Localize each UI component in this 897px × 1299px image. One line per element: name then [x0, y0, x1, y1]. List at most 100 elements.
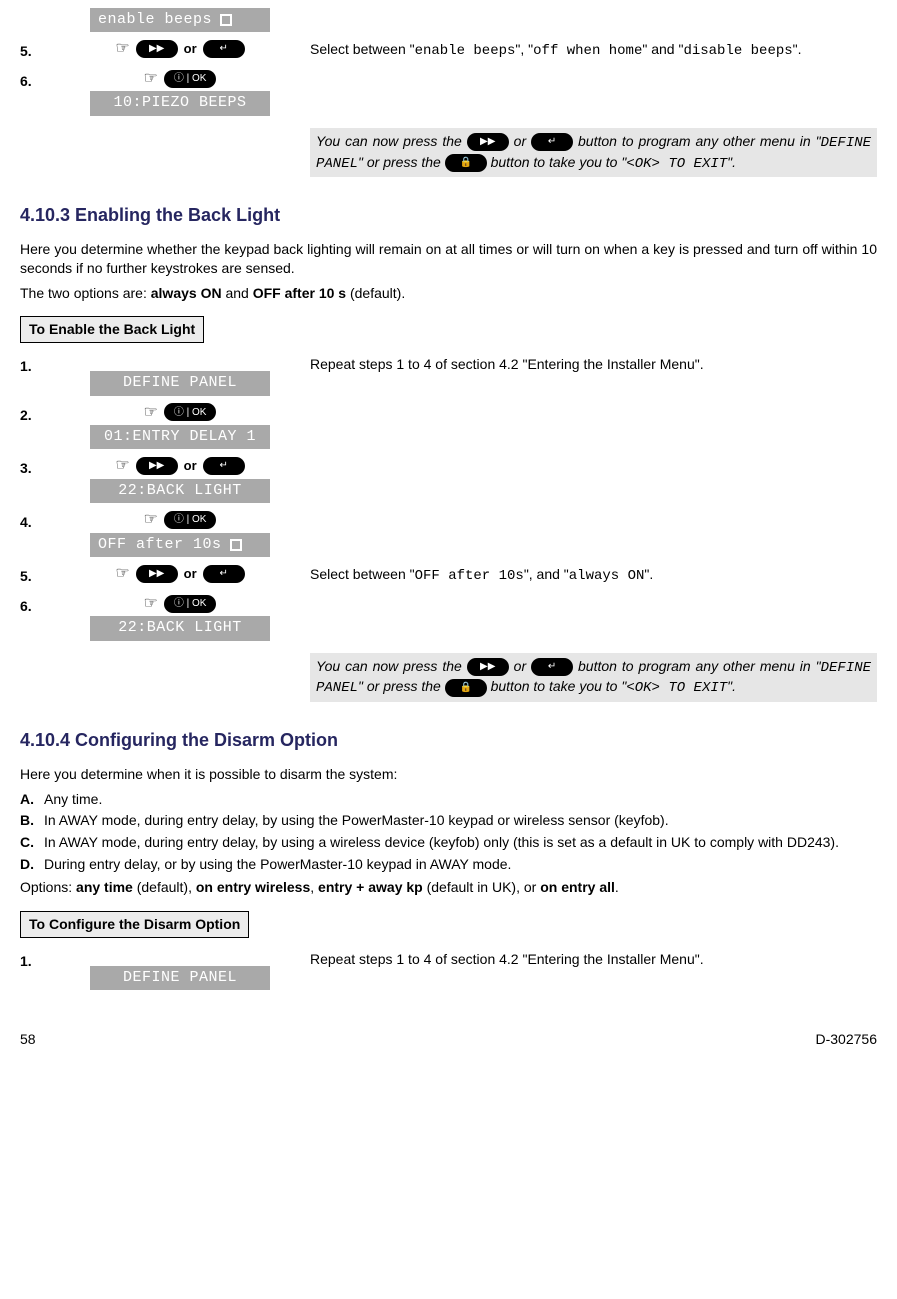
hand-icon: ☞ — [115, 455, 129, 477]
lock-button-icon: 🔒 — [445, 154, 487, 172]
back-button-icon: ↵ — [203, 457, 245, 475]
option-c: C. In AWAY mode, during entry delay, by … — [20, 833, 877, 852]
cursor-box-icon — [230, 539, 242, 551]
step-number: 1. — [20, 353, 50, 376]
top-step-6: 6. ☞ ⓘ | OK 10:PIEZO BEEPS — [20, 68, 877, 116]
option-bold: on entry all — [540, 879, 615, 895]
section-paragraph: The two options are: always ON and OFF a… — [20, 284, 877, 303]
note-text: You can now press the — [316, 658, 467, 674]
procedure-box-disarm: To Configure the Disarm Option — [20, 911, 249, 938]
option-letter: A. — [20, 790, 44, 809]
ok-button-icon: ⓘ | OK — [164, 70, 217, 88]
lock-button-icon: 🔒 — [445, 679, 487, 697]
step-number: 5. — [20, 38, 50, 61]
note-text: or — [514, 133, 531, 149]
next-button-icon: ▶▶ — [136, 40, 178, 58]
section-paragraph: Here you determine whether the keypad ba… — [20, 240, 877, 278]
note-text: button to take you to " — [491, 154, 627, 170]
back-button-icon: ↵ — [531, 133, 573, 151]
text: , — [310, 879, 318, 895]
text: (default in UK), or — [423, 879, 541, 895]
disarm-step-1: 1. DEFINE PANEL Repeat steps 1 to 4 of s… — [20, 948, 877, 990]
next-button-icon: ▶▶ — [136, 565, 178, 583]
lcd-define-panel: DEFINE PANEL — [90, 371, 270, 395]
note-text: button to program any other menu in " — [578, 133, 821, 149]
hand-icon: ☞ — [144, 68, 158, 90]
text: (default), — [133, 879, 196, 895]
note-text: button to take you to " — [491, 678, 627, 694]
step-description: Repeat steps 1 to 4 of section 4.2 "Ente… — [310, 353, 877, 374]
page-number: 58 — [20, 1030, 36, 1049]
step-number: 6. — [20, 593, 50, 616]
option-text: disable beeps — [683, 43, 792, 59]
option-b: B. In AWAY mode, during entry delay, by … — [20, 811, 877, 830]
note-text: ". — [727, 154, 736, 170]
lcd-back-light: 22:BACK LIGHT — [90, 479, 270, 503]
hand-icon: ☞ — [115, 38, 129, 60]
option-a: A. Any time. — [20, 790, 877, 809]
option-text: always ON — [569, 568, 645, 584]
step-number: 4. — [20, 509, 50, 532]
option-letter: C. — [20, 833, 44, 852]
lcd-piezo-beeps: 10:PIEZO BEEPS — [90, 91, 270, 115]
option-text: During entry delay, or by using the Powe… — [44, 855, 877, 874]
bl-step-6: 6. ☞ ⓘ | OK 22:BACK LIGHT — [20, 593, 877, 641]
text: The two options are: — [20, 285, 151, 301]
page-footer: 58 D-302756 — [20, 1030, 877, 1049]
option-bold: entry + away kp — [318, 879, 423, 895]
bl-step-1: 1. DEFINE PANEL Repeat steps 1 to 4 of s… — [20, 353, 877, 395]
lcd-define-panel: DEFINE PANEL — [90, 966, 270, 990]
option-d: D. During entry delay, or by using the P… — [20, 855, 877, 874]
hand-icon: ☞ — [144, 593, 158, 615]
text: " and " — [642, 41, 683, 57]
note-text: " or press the — [358, 154, 445, 170]
enable-beeps-lcd-row: enable beeps — [20, 8, 877, 32]
text: Select between " — [310, 41, 415, 57]
text: ". — [644, 566, 653, 582]
top-step-5: 5. ☞ ▶▶ or ↵ Select between "enable beep… — [20, 38, 877, 62]
hand-icon: ☞ — [144, 509, 158, 531]
note-text: ". — [727, 678, 736, 694]
cursor-box-icon — [220, 14, 232, 26]
text: ". — [793, 41, 802, 57]
option-text: In AWAY mode, during entry delay, by usi… — [44, 833, 877, 852]
lcd-back-light: 22:BACK LIGHT — [90, 616, 270, 640]
exit-text: <OK> TO EXIT — [626, 680, 727, 696]
step-description: Select between "enable beeps", "off when… — [310, 38, 877, 61]
step-number: 3. — [20, 455, 50, 478]
next-button-icon: ▶▶ — [467, 658, 509, 676]
option-text: enable beeps — [415, 43, 516, 59]
option-letter: D. — [20, 855, 44, 874]
option-bold: any time — [76, 879, 133, 895]
option-text: In AWAY mode, during entry delay, by usi… — [44, 811, 877, 830]
or-label: or — [184, 565, 197, 583]
hand-icon: ☞ — [115, 563, 129, 585]
bl-step-5: 5. ☞ ▶▶ or ↵ Select between "OFF after 1… — [20, 563, 877, 587]
note-text: You can now press the — [316, 133, 467, 149]
option-letter: B. — [20, 811, 44, 830]
option-bold: on entry wireless — [196, 879, 310, 895]
lcd-text: OFF after 10s — [98, 535, 222, 555]
lcd-entry-delay: 01:ENTRY DELAY 1 — [90, 425, 270, 449]
or-label: or — [184, 40, 197, 58]
text: (default). — [346, 285, 405, 301]
lcd-enable-beeps: enable beeps — [90, 8, 270, 32]
bl-step-3: 3. ☞ ▶▶ or ↵ 22:BACK LIGHT — [20, 455, 877, 503]
back-button-icon: ↵ — [531, 658, 573, 676]
option-text: Any time. — [44, 790, 877, 809]
note-box-2: You can now press the ▶▶ or ↵ button to … — [310, 653, 877, 703]
text: . — [615, 879, 619, 895]
ok-button-icon: ⓘ | OK — [164, 403, 217, 421]
step-number: 1. — [20, 948, 50, 971]
bl-step-4: 4. ☞ ⓘ | OK OFF after 10s — [20, 509, 877, 557]
ok-button-icon: ⓘ | OK — [164, 511, 217, 529]
option-bold: always ON — [151, 285, 222, 301]
procedure-box-backlight: To Enable the Back Light — [20, 316, 204, 343]
text: ", and " — [524, 566, 569, 582]
text: ", " — [515, 41, 533, 57]
option-text: off when home — [533, 43, 642, 59]
step-number: 6. — [20, 68, 50, 91]
lcd-text: enable beeps — [98, 10, 212, 30]
section-heading-4-10-4: 4.10.4 Configuring the Disarm Option — [20, 728, 877, 752]
text: Select between " — [310, 566, 415, 582]
